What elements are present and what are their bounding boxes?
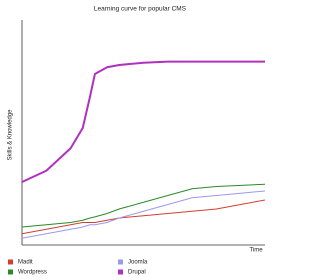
legend-swatch [8, 270, 13, 275]
legend-label: Wordpress [18, 270, 47, 276]
legend-swatch [118, 260, 123, 265]
legend-swatch [8, 260, 13, 265]
legend-label: Joomla [128, 260, 148, 266]
legend-label: Madit [18, 260, 33, 266]
series-line [22, 191, 265, 238]
series-line [22, 184, 265, 227]
legend-swatch [118, 270, 123, 275]
legend-label: Drupal [128, 270, 146, 276]
chart: Learning curve for popular CMS Skills & … [0, 0, 268, 280]
series-line [22, 200, 265, 234]
y-axis-label: Skills & Knowledge [8, 109, 14, 161]
chart-title: Learning curve for popular CMS [94, 6, 187, 13]
x-axis-label: Time [249, 248, 263, 254]
series-line [22, 62, 265, 182]
